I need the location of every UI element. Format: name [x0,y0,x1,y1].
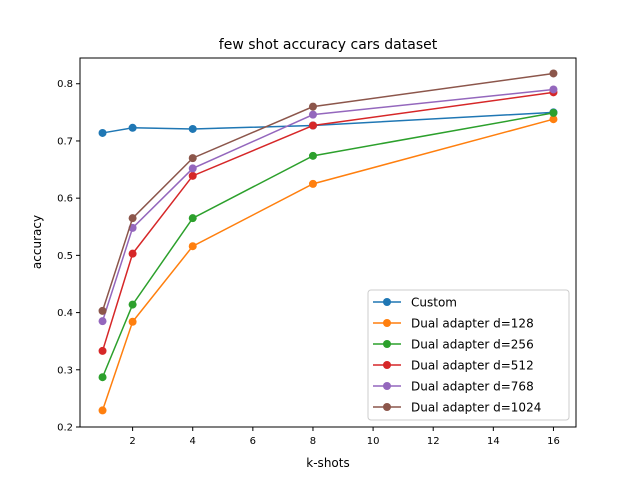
x-tick-label: 16 [547,436,560,447]
y-tick-label: 0.5 [57,251,73,262]
x-tick-label: 10 [367,436,380,447]
data-point-dual-adapter-d-128 [188,242,197,251]
y-tick-label: 0.3 [57,365,73,376]
data-point-dual-adapter-d-512 [98,346,107,355]
data-point-dual-adapter-d-256 [128,300,137,309]
y-tick-label: 0.4 [57,308,73,319]
data-point-dual-adapter-d-1024 [98,306,107,315]
data-point-custom [98,128,107,137]
data-point-dual-adapter-d-512 [128,249,137,258]
data-point-dual-adapter-d-256 [98,373,107,382]
data-point-custom [128,123,137,132]
data-point-dual-adapter-d-1024 [308,102,317,111]
x-tick-label: 14 [487,436,500,447]
data-point-dual-adapter-d-768 [308,110,317,119]
legend-label-dual-adapter-d-512: Dual adapter d=512 [411,359,534,373]
y-tick-label: 0.6 [57,194,73,205]
data-point-dual-adapter-d-256 [188,214,197,223]
legend-swatch-marker-dual-adapter-d-128 [383,319,391,327]
x-tick-label: 8 [310,436,316,447]
data-point-dual-adapter-d-1024 [128,214,137,223]
data-point-dual-adapter-d-128 [308,179,317,188]
legend-label-custom: Custom [411,296,457,310]
data-point-dual-adapter-d-1024 [188,154,197,163]
data-point-dual-adapter-d-768 [98,317,107,326]
y-tick-label: 0.8 [57,79,73,90]
data-point-dual-adapter-d-512 [188,171,197,180]
series-lines [98,69,558,415]
data-point-dual-adapter-d-256 [549,108,558,117]
legend-label-dual-adapter-d-768: Dual adapter d=768 [411,380,534,394]
x-tick-label: 6 [250,436,256,447]
data-point-dual-adapter-d-128 [128,317,137,326]
legend-swatch-marker-dual-adapter-d-256 [383,340,391,348]
legend-swatch-marker-dual-adapter-d-768 [383,382,391,390]
x-axis-label: k-shots [306,456,349,470]
y-axis-label: accuracy [30,215,44,269]
x-tick-label: 4 [190,436,196,447]
legend-box [367,289,570,421]
plot-frame [79,57,577,428]
legend-swatch-marker-dual-adapter-d-1024 [383,403,391,411]
data-point-dual-adapter-d-768 [549,85,558,94]
chart-title: few shot accuracy cars dataset [219,37,438,53]
x-tick-label: 12 [427,436,440,447]
data-point-dual-adapter-d-512 [308,121,317,130]
legend-swatch-marker-custom [383,298,391,306]
legend-label-dual-adapter-d-128: Dual adapter d=128 [411,317,534,331]
legend: Custom Dual adapter d=128 Dual adapter d=2… [367,289,570,421]
data-point-dual-adapter-d-768 [188,164,197,173]
legend-label-dual-adapter-d-256: Dual adapter d=256 [411,338,534,352]
data-point-dual-adapter-d-128 [98,406,107,415]
data-point-dual-adapter-d-1024 [549,69,558,78]
axis-ticks: 2 4 6 8 10 12 14 16 0.2 0.3 0.4 0.5 0.6 0.7 0.8 [57,79,560,447]
legend-label-dual-adapter-d-1024: Dual adapter d=1024 [411,401,541,415]
legend-swatch-marker-dual-adapter-d-512 [383,361,391,369]
x-tick-label: 2 [129,436,135,447]
data-point-custom [188,124,197,133]
data-point-dual-adapter-d-256 [308,151,317,160]
y-tick-label: 0.2 [57,423,73,434]
y-tick-label: 0.7 [57,136,73,147]
data-point-dual-adapter-d-128 [549,115,558,124]
